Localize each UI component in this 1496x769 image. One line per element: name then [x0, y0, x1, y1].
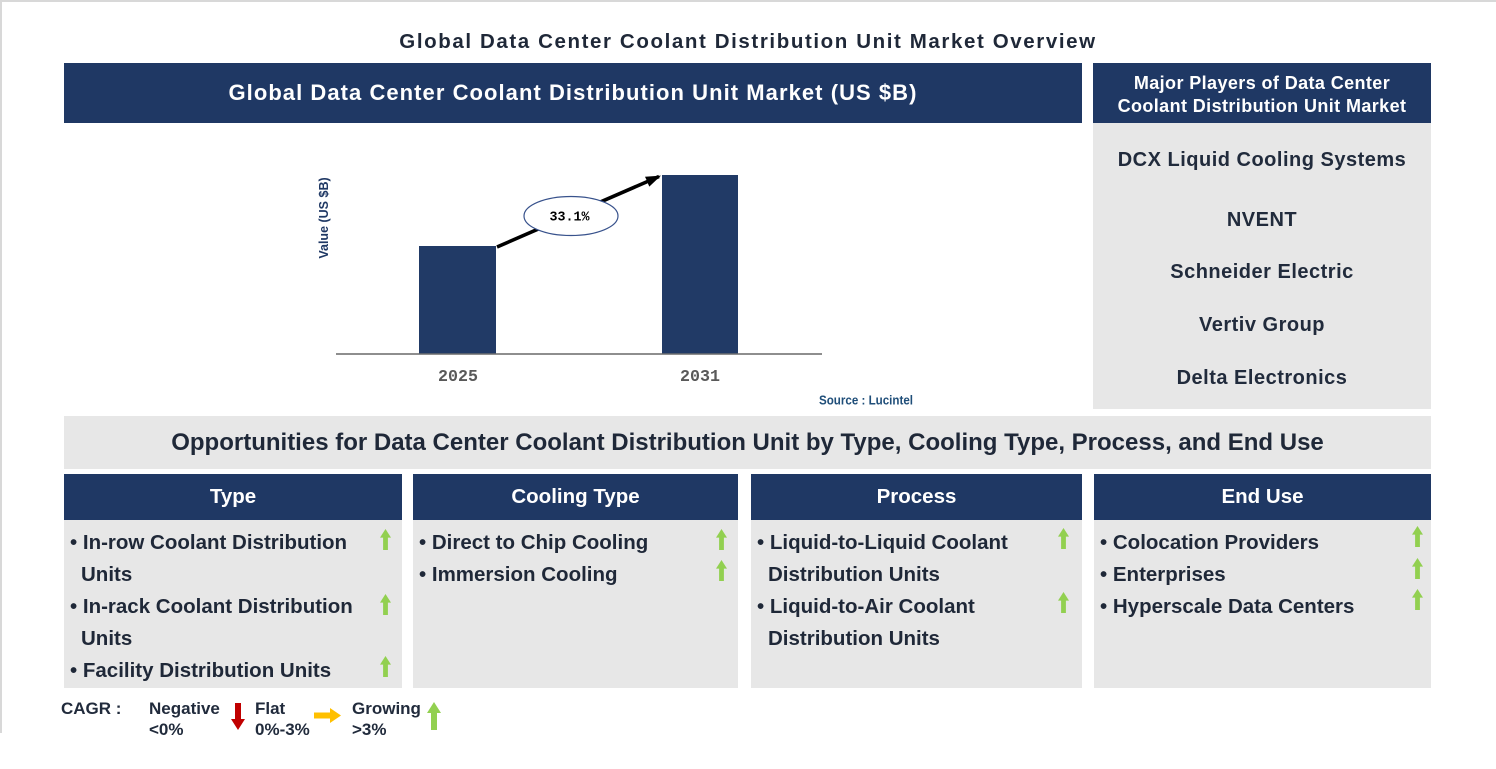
svg-text:Value (US $B): Value (US $B)	[317, 177, 331, 258]
svg-text:33.1%: 33.1%	[550, 210, 591, 226]
svg-text:Source : Lucintel: Source : Lucintel	[819, 394, 913, 408]
svg-text:2025: 2025	[438, 368, 478, 387]
svg-text:2031: 2031	[680, 368, 720, 387]
